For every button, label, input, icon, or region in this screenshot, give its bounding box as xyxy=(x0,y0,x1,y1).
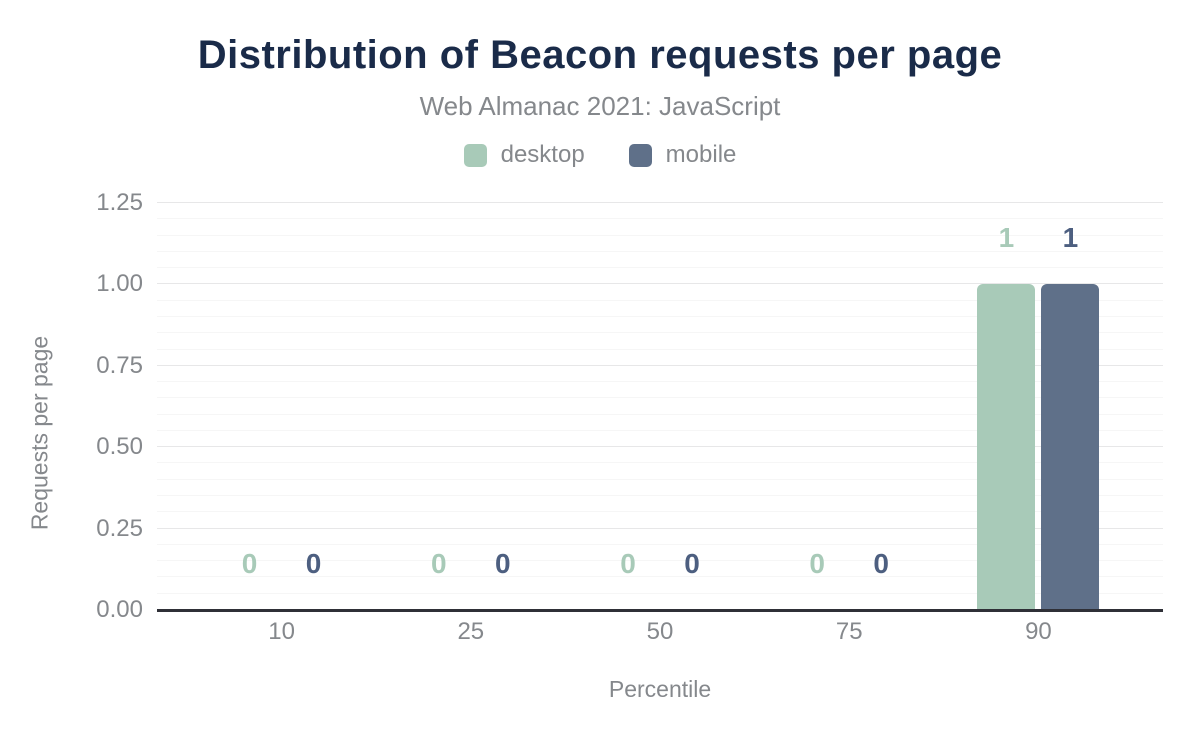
mobile-bar[interactable]: 1 xyxy=(1041,224,1100,610)
desktop-value-label: 1 xyxy=(998,222,1015,254)
major-gridline xyxy=(157,527,1163,529)
y-tick-label: 1.25 xyxy=(96,189,143,216)
desktop-bar[interactable]: 1 xyxy=(977,224,1036,610)
legend-item-mobile[interactable]: mobile xyxy=(628,141,737,169)
minor-gridline xyxy=(157,576,1163,578)
y-axis-tick-labels: 0.00 0.25 0.50 0.75 1.00 1.25 xyxy=(40,190,143,623)
major-gridline xyxy=(157,446,1163,448)
legend-item-desktop[interactable]: desktop xyxy=(463,141,585,169)
x-axis-line xyxy=(157,609,1163,612)
desktop-swatch-icon xyxy=(463,143,487,167)
desktop-value-label: 0 xyxy=(809,548,825,579)
desktop-value-label: 0 xyxy=(431,548,447,579)
mobile-value-label: 0 xyxy=(873,548,889,579)
minor-gridline xyxy=(157,429,1163,431)
minor-gridline xyxy=(157,397,1163,399)
minor-gridline xyxy=(157,299,1163,301)
major-gridline xyxy=(157,364,1163,366)
y-tick-label: 0.75 xyxy=(96,351,143,379)
minor-gridline xyxy=(157,511,1163,513)
minor-gridline xyxy=(157,543,1163,545)
minor-gridline xyxy=(157,267,1163,269)
minor-gridline xyxy=(157,250,1163,252)
chart-subtitle: Web Almanac 2021: JavaScript xyxy=(419,91,781,121)
minor-gridline xyxy=(157,495,1163,497)
legend-label-mobile: mobile xyxy=(665,141,737,168)
major-gridline xyxy=(157,202,1163,203)
minor-gridline xyxy=(157,462,1163,464)
x-axis-title: Percentile xyxy=(608,676,712,702)
x-tick-label: 75 xyxy=(835,618,863,645)
minor-gridline xyxy=(157,592,1163,594)
minor-gridline xyxy=(157,413,1163,415)
minor-gridline xyxy=(157,332,1163,334)
major-gridline xyxy=(157,283,1163,285)
minor-gridline xyxy=(157,234,1163,236)
minor-gridline xyxy=(157,478,1163,480)
mobile-swatch-icon xyxy=(628,143,652,167)
chart-title: Distribution of Beacon requests per page xyxy=(197,33,1003,77)
mobile-value-label: 0 xyxy=(684,548,700,579)
minor-gridline xyxy=(157,315,1163,317)
minor-gridline xyxy=(157,381,1163,383)
minor-gridline xyxy=(157,348,1163,350)
x-axis-tick-labels: 10 25 50 75 90 xyxy=(187,618,1133,646)
x-tick-label: 50 xyxy=(646,618,674,645)
mobile-value-label: 1 xyxy=(1062,222,1079,254)
legend-label-desktop: desktop xyxy=(500,141,585,168)
x-tick-label: 90 xyxy=(1025,618,1052,645)
y-tick-label: 0.25 xyxy=(96,514,143,542)
y-tick-label: 0.00 xyxy=(96,596,143,623)
minor-gridline xyxy=(157,560,1163,562)
y-tick-label: 0.50 xyxy=(96,433,143,461)
minor-gridline xyxy=(157,218,1163,220)
mobile-value-label: 0 xyxy=(305,548,322,579)
legend: desktop mobile xyxy=(0,141,1200,169)
desktop-value-label: 0 xyxy=(620,548,636,579)
mobile-value-label: 0 xyxy=(495,548,511,579)
x-tick-label: 10 xyxy=(268,618,295,645)
desktop-value-label: 0 xyxy=(241,548,258,579)
y-tick-label: 1.00 xyxy=(96,270,143,298)
x-tick-label: 25 xyxy=(457,618,485,645)
